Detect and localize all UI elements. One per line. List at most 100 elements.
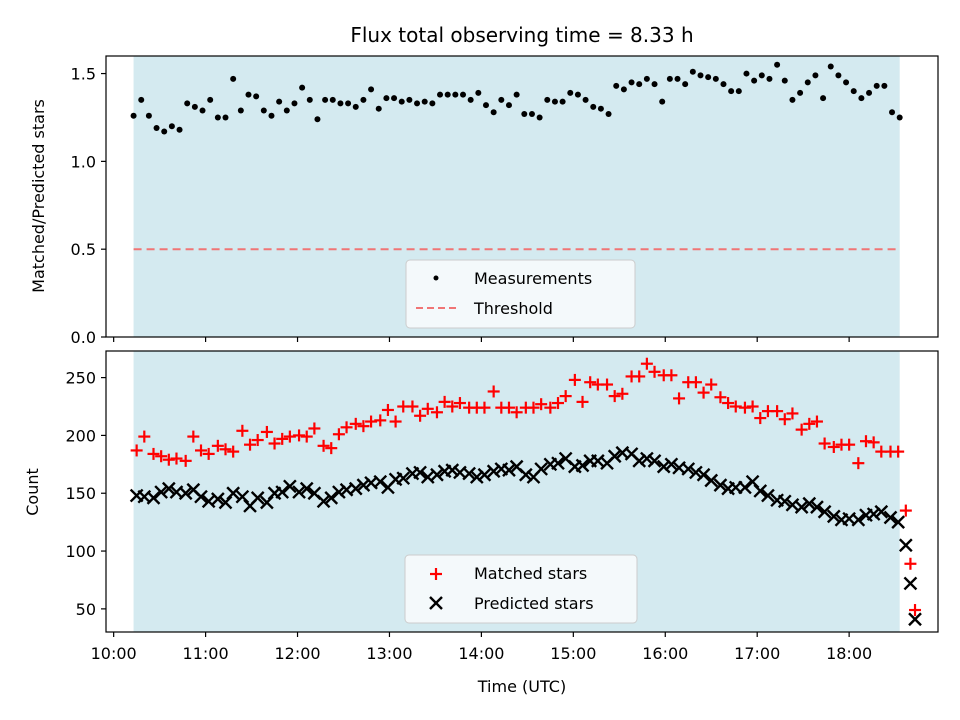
measurement-point [735, 88, 742, 95]
legend-matched-marker [430, 568, 442, 580]
matched-star-point [859, 435, 872, 448]
measurement-point [881, 82, 888, 89]
predicted-star-point [396, 471, 411, 486]
measurement-point [383, 95, 390, 102]
matched-star-point [535, 398, 548, 411]
predicted-star-point [883, 510, 898, 525]
predicted-star-point [316, 494, 331, 509]
measurement-point [866, 89, 873, 96]
predicted-star-point [874, 504, 889, 519]
measurement-point [597, 105, 604, 112]
matched-star-point [568, 373, 581, 386]
predicted-star-point [332, 485, 346, 499]
measurement-point [237, 107, 244, 114]
predicted-star-point [194, 489, 208, 504]
measurement-point [643, 75, 650, 82]
matched-star-point [276, 432, 289, 445]
measurement-point [138, 96, 145, 103]
x-tick-label: 17:00 [734, 644, 780, 663]
predicted-star-point [178, 486, 193, 501]
measurement-point [329, 96, 336, 103]
measurement-point [567, 89, 574, 96]
measurement-point [314, 116, 321, 123]
bottom-y-axis-label: Count [23, 468, 42, 516]
measurement-point [812, 72, 819, 79]
measurement-point [697, 72, 704, 79]
matched-star-point [892, 445, 905, 458]
measurement-point [306, 96, 313, 103]
measurement-point [835, 72, 842, 79]
matched-star-point [308, 422, 321, 435]
predicted-star-point [817, 504, 832, 519]
y-tick-label: 150 [65, 484, 96, 503]
top-panel: 0.0 0.5 1.0 1.5 Flux total observing time =… [29, 23, 939, 347]
predicted-star-point [802, 496, 817, 511]
measurement-point [582, 96, 589, 103]
predicted-star-point [211, 492, 225, 506]
y-tick-label: 200 [65, 426, 96, 445]
measurement-point [590, 103, 597, 110]
predicted-star-point [477, 467, 492, 482]
measurement-point [337, 100, 344, 107]
matched-star-point [260, 425, 273, 438]
matched-star-point [357, 420, 370, 433]
matched-star-point [795, 423, 808, 436]
measurement-point [666, 75, 673, 82]
measurement-points [130, 61, 903, 135]
matched-star-point [771, 405, 784, 418]
matched-star-point [365, 415, 378, 428]
matched-star-point [349, 417, 362, 430]
measurement-point [176, 126, 183, 133]
measurement-point [276, 98, 283, 105]
measurement-point [260, 107, 267, 114]
predicted-star-point [640, 451, 654, 466]
y-tick-label: 0.5 [71, 240, 96, 259]
measurement-point [751, 77, 758, 84]
bottom-axes-frame [105, 350, 939, 633]
predicted-star-point [283, 479, 297, 494]
measurement-point [758, 72, 765, 79]
measurement-point [781, 77, 788, 84]
top-legend: Measurements Threshold [405, 259, 636, 329]
predicted-star-point [575, 458, 590, 473]
measurement-point [651, 81, 658, 88]
measurement-point [368, 86, 375, 93]
matched-star-point [729, 400, 742, 413]
bottom-legend-box [404, 554, 638, 624]
measurement-point [444, 91, 451, 98]
matched-star-point [293, 429, 306, 442]
predicted-star-point [866, 507, 881, 521]
matched-star-point [446, 400, 459, 413]
x-tick-label: 10:00 [91, 644, 137, 663]
measurement-point [245, 91, 252, 98]
matched-star-point [527, 401, 540, 414]
predicted-star-point [794, 500, 809, 514]
legend-matched-label: Matched stars [474, 564, 587, 583]
predicted-star-point [681, 462, 696, 476]
predicted-star-point [713, 478, 728, 492]
predicted-star-point [664, 457, 679, 472]
measurement-point [536, 114, 543, 121]
top-x-ticks [113, 337, 850, 342]
predicted-star-point [753, 484, 768, 498]
predicted-star-point [851, 512, 866, 527]
matched-star-point [843, 438, 856, 451]
x-tick-label: 14:00 [458, 644, 504, 663]
measurement-point [766, 75, 773, 82]
predicted-star-point [898, 538, 913, 553]
matched-star-point [478, 401, 491, 414]
count-points [129, 357, 922, 627]
matched-star-point [818, 437, 831, 450]
matched-star-point [194, 444, 207, 457]
matched-star-point [633, 370, 646, 383]
predicted-star-point [226, 486, 241, 501]
chart-title: Flux total observing time = 8.33 h [350, 23, 693, 47]
measurement-point [230, 75, 237, 82]
measurement-point [505, 102, 512, 109]
measurement-point [789, 96, 796, 103]
measurement-point [873, 82, 880, 89]
measurement-point [613, 82, 620, 89]
matched-star-point [244, 438, 257, 451]
measurement-point [406, 96, 413, 103]
matched-star-point [827, 440, 840, 453]
